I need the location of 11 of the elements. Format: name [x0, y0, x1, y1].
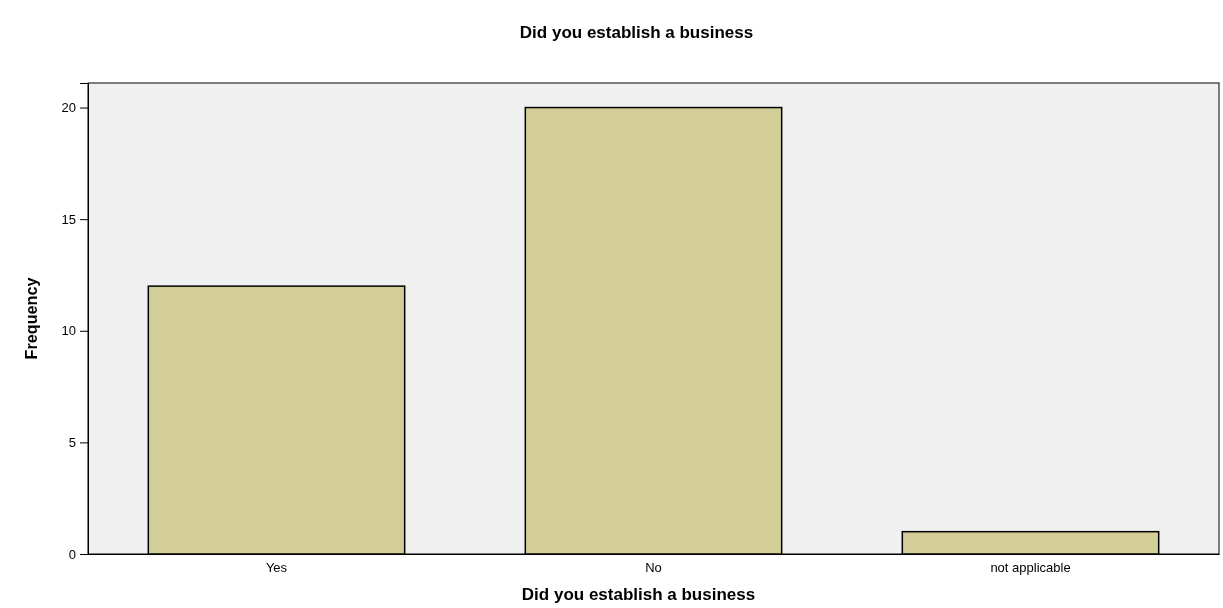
y-tick-label: 10: [61, 323, 76, 339]
x-axis-title: Did you establish a business: [521, 585, 756, 604]
x-tick-label: not applicable: [990, 560, 1071, 576]
chart-title: Did you establish a business: [519, 23, 754, 42]
y-tick-label: 20: [61, 100, 76, 116]
x-tick-label: No: [645, 560, 662, 576]
y-tick-label: 0: [68, 546, 76, 562]
y-tick-label: 5: [68, 435, 76, 451]
y-tick-label: 15: [61, 211, 76, 227]
x-tick-label: Yes: [265, 560, 288, 576]
y-axis-title: Frequency: [22, 273, 41, 360]
